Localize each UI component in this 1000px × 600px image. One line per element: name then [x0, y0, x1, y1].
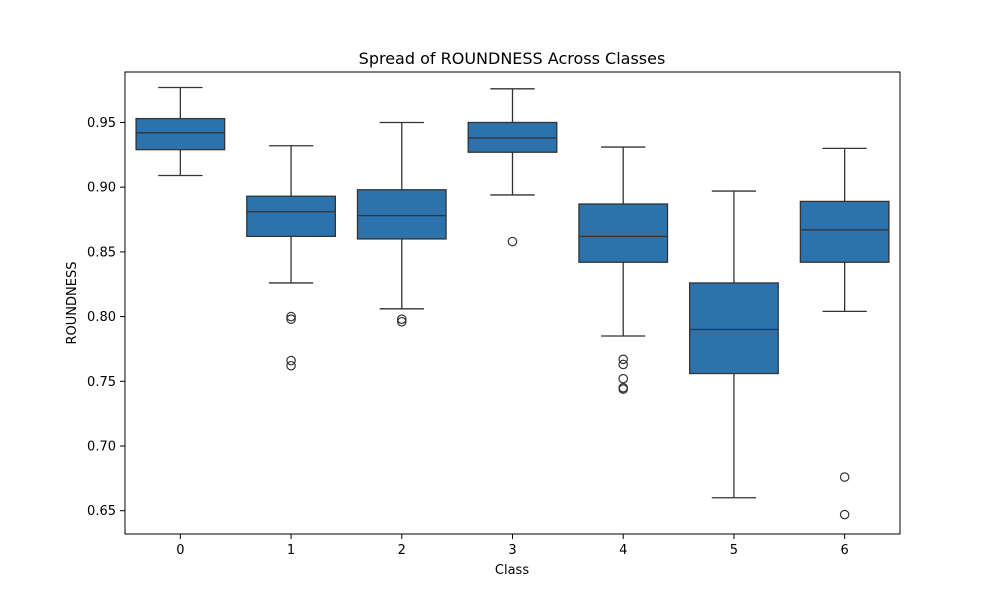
outlier-point	[618, 354, 629, 365]
y-tick-label: 0.80	[87, 310, 116, 325]
outlier-point	[286, 314, 296, 324]
y-tick-label: 0.75	[87, 375, 116, 390]
y-axis-title: ROUNDNESS	[65, 262, 80, 345]
outlier-point	[507, 236, 518, 247]
outlier-point	[618, 384, 629, 394]
x-tick-label: 2	[398, 543, 406, 558]
box-class-4	[578, 203, 669, 263]
x-tick-label: 4	[619, 543, 627, 558]
box-class-2	[356, 189, 447, 240]
y-tick-label: 0.70	[87, 440, 116, 455]
outlier-point	[286, 311, 296, 322]
chart-title: Spread of ROUNDNESS Across Classes	[359, 49, 666, 68]
plot-frame	[124, 71, 901, 535]
x-tick-label: 0	[176, 543, 184, 558]
outlier-point	[839, 472, 850, 482]
outlier-point	[618, 373, 629, 384]
outlier-point	[286, 360, 296, 371]
box-class-5	[688, 282, 779, 375]
x-tick-label: 5	[730, 543, 738, 558]
x-tick-label: 6	[841, 543, 849, 558]
outlier-point	[618, 359, 629, 370]
y-tick-label: 0.95	[87, 116, 116, 131]
outlier-point	[396, 314, 407, 324]
y-tick-label: 0.85	[87, 245, 116, 260]
plot-area: 0.65 0.70 0.75 0.80 0.85 0.90 0.95 0 1 2 3 4 5 6	[87, 86, 890, 558]
x-tick-label: 3	[508, 543, 516, 558]
box-class-0	[135, 117, 226, 151]
outlier-point	[396, 316, 407, 327]
outlier-point	[286, 355, 296, 366]
box-class-6	[799, 200, 890, 263]
box-class-1	[246, 195, 337, 238]
y-tick-label: 0.90	[87, 181, 116, 196]
y-tick-label: 0.65	[87, 504, 116, 519]
x-tick-label: 1	[287, 543, 295, 558]
outlier-point	[839, 509, 850, 520]
x-axis-title: Class	[495, 563, 529, 578]
